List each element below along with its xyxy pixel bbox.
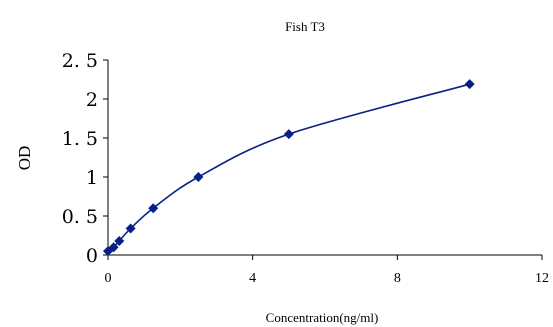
y-ticks: 0 0. 5 1 1. 5 2 2. 5 xyxy=(62,50,108,267)
x-tick-label: 4 xyxy=(249,271,256,286)
chart-title: Fish T3 xyxy=(285,19,325,34)
y-tick-label: 2 xyxy=(86,89,98,111)
x-tick-label: 12 xyxy=(535,271,549,286)
y-tick-label: 0. 5 xyxy=(62,206,98,228)
data-point-diamond xyxy=(148,203,159,214)
data-point-diamond xyxy=(114,235,125,246)
x-tick-label: 8 xyxy=(394,271,401,286)
data-point-diamond xyxy=(108,242,119,253)
axes xyxy=(107,60,542,256)
y-axis-label: OD xyxy=(15,146,34,171)
y-tick-label: 0 xyxy=(86,245,98,267)
x-tick-label: 0 xyxy=(105,271,112,286)
data-point-diamond xyxy=(125,223,136,234)
data-points xyxy=(103,79,475,257)
data-point-diamond xyxy=(464,79,475,90)
data-point-diamond xyxy=(193,172,204,182)
fitted-curve xyxy=(107,83,470,252)
y-tick-label: 1. 5 xyxy=(62,128,98,150)
data-point-diamond xyxy=(283,129,294,140)
y-tick-label: 2. 5 xyxy=(62,50,98,72)
x-ticks: 0 4 8 12 xyxy=(105,255,549,286)
x-axis-label: Concentration(ng/ml) xyxy=(266,310,379,325)
y-tick-label: 1 xyxy=(86,167,98,189)
